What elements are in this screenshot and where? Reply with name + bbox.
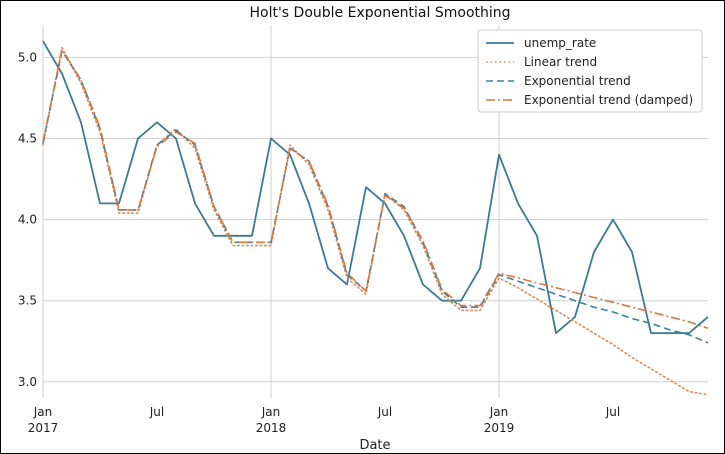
legend-entry-label: unemp_rate [524,36,596,50]
x-tick-label: Jul [149,405,164,419]
x-tick-label: Jul [605,405,620,419]
y-tick-label: 3.0 [18,375,37,389]
legend-entry-label: Exponential trend [524,74,631,88]
x-tick-year-label: 2018 [256,421,287,435]
legend-entry-label: Exponential trend (damped) [524,93,693,107]
x-axis-ticks: Jan 2017 Jul Jan 2018 Jul Jan 2019 Jul [28,405,621,435]
x-axis-label: Date [359,438,390,453]
y-tick-label: 4.0 [18,213,37,227]
y-tick-label: 3.5 [18,294,37,308]
series-line-0 [42,40,709,335]
legend: unemp_rate Linear trend Exponential trend E… [477,29,703,113]
x-tick-label: Jan [33,405,53,419]
x-tick-label: Jul [377,405,392,419]
x-tick-year-label: 2019 [484,421,515,435]
y-axis-ticks: 3.0 3.5 4.0 4.5 5.0 [18,50,37,388]
x-tick-label: Jan [261,405,281,419]
legend-entry-label: Linear trend [524,55,597,69]
y-tick-label: 4.5 [18,132,37,146]
chart-title: Holt's Double Exponential Smoothing [249,5,510,21]
y-tick-label: 5.0 [18,50,37,64]
x-tick-label: Jan [489,405,509,419]
x-tick-year-label: 2017 [28,421,59,435]
series-line-3 [42,48,709,330]
series-lines [42,40,709,396]
legend-box [477,29,703,113]
